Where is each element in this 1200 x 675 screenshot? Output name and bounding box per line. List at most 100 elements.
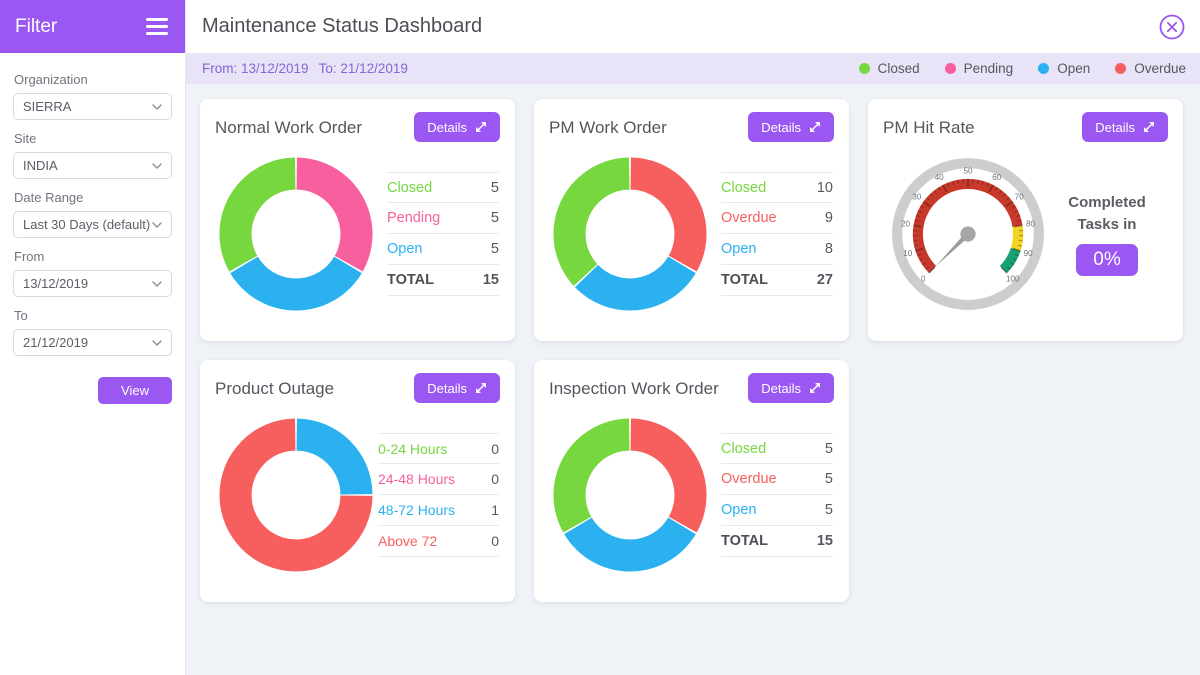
status-table: Closed 5 Overdue 5 Open 5 TOTAL 15 bbox=[721, 433, 833, 557]
svg-text:70: 70 bbox=[1015, 192, 1025, 201]
pm-hit-rate-gauge: 0 10 20 30 40 50 60 70 80 90 100 bbox=[887, 153, 1049, 315]
svg-text:60: 60 bbox=[992, 173, 1002, 182]
status-table: Closed 10 Overdue 9 Open 8 TOTAL 27 bbox=[721, 172, 833, 296]
legend-item-overdue: Overdue bbox=[1115, 61, 1186, 76]
normal-work-order-donut bbox=[217, 155, 375, 313]
filter-title: Filter bbox=[15, 15, 58, 37]
date-range-bar: From: 13/12/2019 To: 21/12/2019 Closed P… bbox=[186, 53, 1200, 84]
overdue-dot-icon bbox=[1115, 63, 1127, 74]
legend-item-closed: Closed bbox=[858, 61, 920, 76]
hit-rate-value-badge: 0% bbox=[1076, 244, 1138, 277]
card-normal-work-order: Normal Work Order Details Closed 5 Pendin… bbox=[200, 99, 515, 341]
status-table: 0-24 Hours 0 24-48 Hours 0 48-72 Hours 1 Ab… bbox=[378, 433, 499, 557]
table-row: Overdue 5 bbox=[721, 464, 833, 495]
svg-text:40: 40 bbox=[935, 173, 945, 182]
table-row: Closed 5 bbox=[387, 172, 499, 203]
chevron-down-icon bbox=[152, 280, 162, 287]
details-button[interactable]: Details bbox=[748, 373, 834, 403]
svg-text:90: 90 bbox=[1024, 249, 1034, 258]
card-pm-hit-rate: PM Hit Rate Details 0 10 20 30 40 50 60 70 80 90 1… bbox=[868, 99, 1183, 341]
table-row-total: TOTAL 27 bbox=[721, 265, 833, 296]
table-row: Open 8 bbox=[721, 234, 833, 265]
from-date-text: From: 13/12/2019 bbox=[202, 61, 309, 76]
organization-value: SIERRA bbox=[23, 99, 72, 114]
legend-item-pending: Pending bbox=[944, 61, 1013, 76]
pm-work-order-donut bbox=[551, 155, 709, 313]
card-inspection-work-order: Inspection Work Order Details Closed 5 Ov… bbox=[534, 360, 849, 602]
date-range-label: Date Range bbox=[14, 190, 84, 205]
from-date-value: 13/12/2019 bbox=[23, 276, 89, 291]
details-button[interactable]: Details bbox=[414, 112, 500, 142]
date-range-select[interactable]: Last 30 Days (default) bbox=[13, 211, 172, 238]
view-button[interactable]: View bbox=[98, 377, 172, 404]
svg-text:20: 20 bbox=[901, 220, 911, 229]
table-row: 0-24 Hours 0 bbox=[378, 433, 499, 464]
site-value: INDIA bbox=[23, 158, 58, 173]
expand-icon bbox=[1144, 122, 1154, 132]
table-row: Open 5 bbox=[387, 234, 499, 265]
page-title: Maintenance Status Dashboard bbox=[202, 15, 483, 37]
hamburger-menu-icon[interactable] bbox=[144, 16, 170, 37]
open-dot-icon bbox=[1038, 63, 1050, 74]
site-select[interactable]: INDIA bbox=[13, 152, 172, 179]
legend-item-open: Open bbox=[1038, 61, 1090, 76]
table-row: Pending 5 bbox=[387, 203, 499, 234]
svg-text:50: 50 bbox=[963, 166, 973, 175]
details-button[interactable]: Details bbox=[748, 112, 834, 142]
table-row: Closed 5 bbox=[721, 433, 833, 464]
product-outage-donut bbox=[217, 416, 375, 574]
table-row: Overdue 9 bbox=[721, 203, 833, 234]
from-date-label: From bbox=[14, 249, 45, 264]
close-icon bbox=[1159, 14, 1185, 39]
organization-select[interactable]: SIERRA bbox=[13, 93, 172, 120]
to-date-text: To: 21/12/2019 bbox=[318, 61, 408, 76]
status-table: Closed 5 Pending 5 Open 5 TOTAL 15 bbox=[387, 172, 499, 296]
close-button[interactable] bbox=[1156, 11, 1188, 43]
main-area: Maintenance Status Dashboard From: 13/12… bbox=[186, 0, 1200, 675]
filter-sidebar: Filter Organization SIERRA Site INDIA Da… bbox=[0, 0, 186, 675]
to-date-value: 21/12/2019 bbox=[23, 335, 89, 350]
table-row-total: TOTAL 15 bbox=[387, 265, 499, 296]
selected-date-range: From: 13/12/2019 To: 21/12/2019 bbox=[202, 61, 408, 76]
closed-dot-icon bbox=[858, 63, 870, 74]
chevron-down-icon bbox=[152, 221, 162, 228]
to-date-select[interactable]: 21/12/2019 bbox=[13, 329, 172, 356]
chevron-down-icon bbox=[152, 339, 162, 346]
chevron-down-icon bbox=[152, 103, 162, 110]
expand-icon bbox=[810, 383, 820, 393]
filter-form: Organization SIERRA Site INDIA Date Rang… bbox=[0, 53, 185, 412]
svg-text:10: 10 bbox=[903, 249, 913, 258]
page-header: Maintenance Status Dashboard bbox=[186, 0, 1200, 53]
chevron-down-icon bbox=[152, 162, 162, 169]
table-row: Open 5 bbox=[721, 495, 833, 526]
dashboard-content: Normal Work Order Details Closed 5 Pendin… bbox=[186, 84, 1200, 675]
card-title: PM Hit Rate bbox=[883, 118, 975, 137]
card-pm-work-order: PM Work Order Details Closed 10 Overdue 9 … bbox=[534, 99, 849, 341]
expand-icon bbox=[476, 383, 486, 393]
table-row: 48-72 Hours 1 bbox=[378, 495, 499, 526]
card-title: PM Work Order bbox=[549, 118, 667, 137]
details-button[interactable]: Details bbox=[414, 373, 500, 403]
expand-icon bbox=[810, 122, 820, 132]
table-row: Above 72 0 bbox=[378, 526, 499, 557]
from-date-select[interactable]: 13/12/2019 bbox=[13, 270, 172, 297]
card-product-outage: Product Outage Details 0-24 Hours 0 24-48… bbox=[200, 360, 515, 602]
inspection-work-order-donut bbox=[551, 416, 709, 574]
table-row: 24-48 Hours 0 bbox=[378, 464, 499, 495]
organization-label: Organization bbox=[14, 72, 88, 87]
svg-text:80: 80 bbox=[1026, 220, 1036, 229]
card-title: Normal Work Order bbox=[215, 118, 363, 137]
to-date-label: To bbox=[14, 308, 28, 323]
svg-text:0: 0 bbox=[921, 274, 926, 283]
hit-rate-caption: Completed Tasks in bbox=[1068, 193, 1146, 233]
date-range-value: Last 30 Days (default) bbox=[23, 217, 151, 232]
site-label: Site bbox=[14, 131, 37, 146]
svg-text:100: 100 bbox=[1006, 274, 1020, 283]
expand-icon bbox=[476, 122, 486, 132]
filter-sidebar-header: Filter bbox=[0, 0, 185, 53]
status-legend: Closed Pending Open Overdue bbox=[858, 61, 1186, 76]
pending-dot-icon bbox=[944, 63, 956, 74]
svg-text:30: 30 bbox=[912, 192, 922, 201]
details-button[interactable]: Details bbox=[1082, 112, 1168, 142]
